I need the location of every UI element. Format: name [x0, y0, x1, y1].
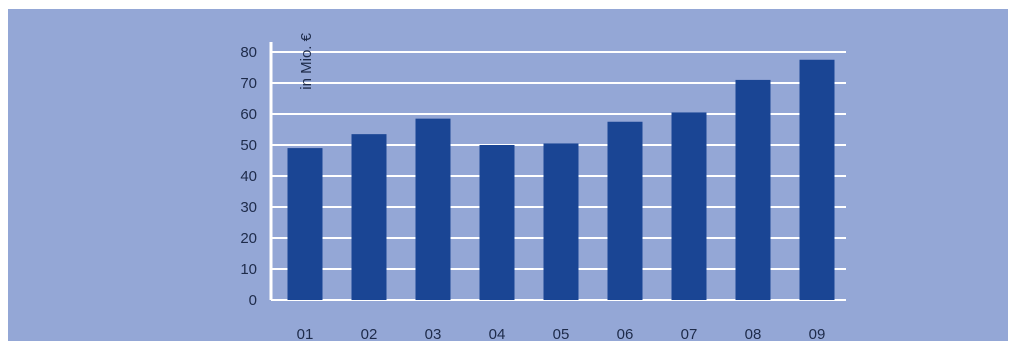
- y-tick-30: 30: [240, 199, 257, 216]
- y-tick-60: 60: [240, 106, 257, 123]
- bar-05: [543, 143, 579, 300]
- y-tick-40: 40: [240, 168, 257, 185]
- y-tick-0: 0: [249, 292, 257, 309]
- x-tick-07: 07: [681, 326, 698, 341]
- bar-09: [799, 59, 835, 300]
- x-tick-05: 05: [553, 326, 570, 341]
- y-tick-labels: 0 10 20 30 40 50 60 70 80: [240, 44, 257, 309]
- x-tick-04: 04: [489, 326, 506, 341]
- y-tick-20: 20: [240, 230, 257, 247]
- x-tick-08: 08: [745, 326, 762, 341]
- chart-panel: 0 10 20 30 40 50 60 70 80 01 02 03 04 05 06 07 08 09 in …: [8, 9, 1008, 341]
- x-tick-03: 03: [425, 326, 442, 341]
- bars: [287, 59, 835, 301]
- x-tick-01: 01: [297, 326, 314, 341]
- x-tick-09: 09: [809, 326, 826, 341]
- bar-07: [671, 112, 707, 300]
- bar-chart: 0 10 20 30 40 50 60 70 80 01 02 03 04 05 06 07 08 09 in …: [8, 9, 1008, 341]
- bar-02: [351, 134, 387, 300]
- x-tick-02: 02: [361, 326, 378, 341]
- y-tick-10: 10: [240, 261, 257, 278]
- y-axis-label: in Mio. €: [298, 32, 315, 89]
- y-tick-80: 80: [240, 44, 257, 61]
- bar-06: [607, 121, 643, 300]
- bar-08: [735, 79, 771, 301]
- x-tick-06: 06: [617, 326, 634, 341]
- bar-01: [287, 148, 323, 300]
- x-tick-labels: 01 02 03 04 05 06 07 08 09: [297, 326, 826, 341]
- bar-03: [415, 118, 451, 301]
- bar-04: [479, 145, 515, 300]
- y-tick-70: 70: [240, 75, 257, 92]
- y-tick-50: 50: [240, 137, 257, 154]
